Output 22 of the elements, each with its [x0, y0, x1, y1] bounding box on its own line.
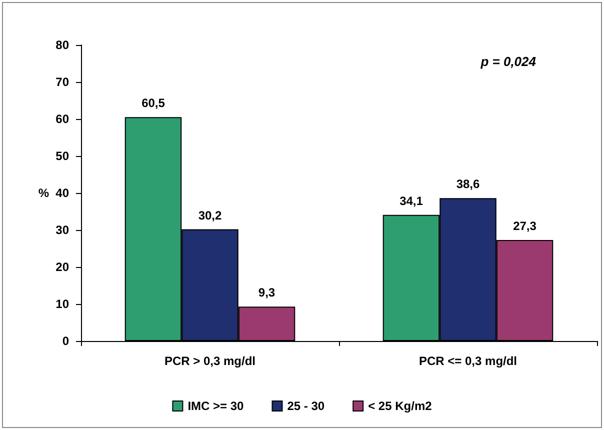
y-tick-label: 30: [56, 223, 70, 237]
legend-label: IMC >= 30: [188, 399, 244, 413]
data-label: 38,6: [456, 177, 480, 192]
y-tick-label: 50: [56, 149, 70, 163]
legend-label: 25 - 30: [287, 399, 325, 413]
data-label: 30,2: [198, 208, 222, 222]
y-tick-label: 70: [56, 75, 70, 89]
y-tick-label: 20: [56, 260, 70, 274]
data-label: 9,3: [258, 286, 276, 300]
y-tick-label: 80: [56, 38, 70, 52]
y-tick-label: 40: [56, 186, 70, 200]
legend-label: < 25 Kg/m2: [368, 399, 432, 413]
x-tick-label: PCR > 0,3 mg/dl: [164, 354, 256, 368]
y-tick-label: 10: [56, 297, 70, 311]
x-tick-label: PCR <= 0,3 mg/dl: [418, 354, 518, 368]
data-label: 27,3: [513, 218, 537, 233]
data-label: 60,5: [142, 96, 166, 110]
y-tick-label: 60: [56, 112, 70, 126]
y-tick-label: 0: [62, 334, 70, 348]
annotation: p = 0,024: [480, 54, 537, 69]
data-label: 34,1: [400, 194, 424, 208]
y-axis-title: %: [38, 186, 50, 200]
